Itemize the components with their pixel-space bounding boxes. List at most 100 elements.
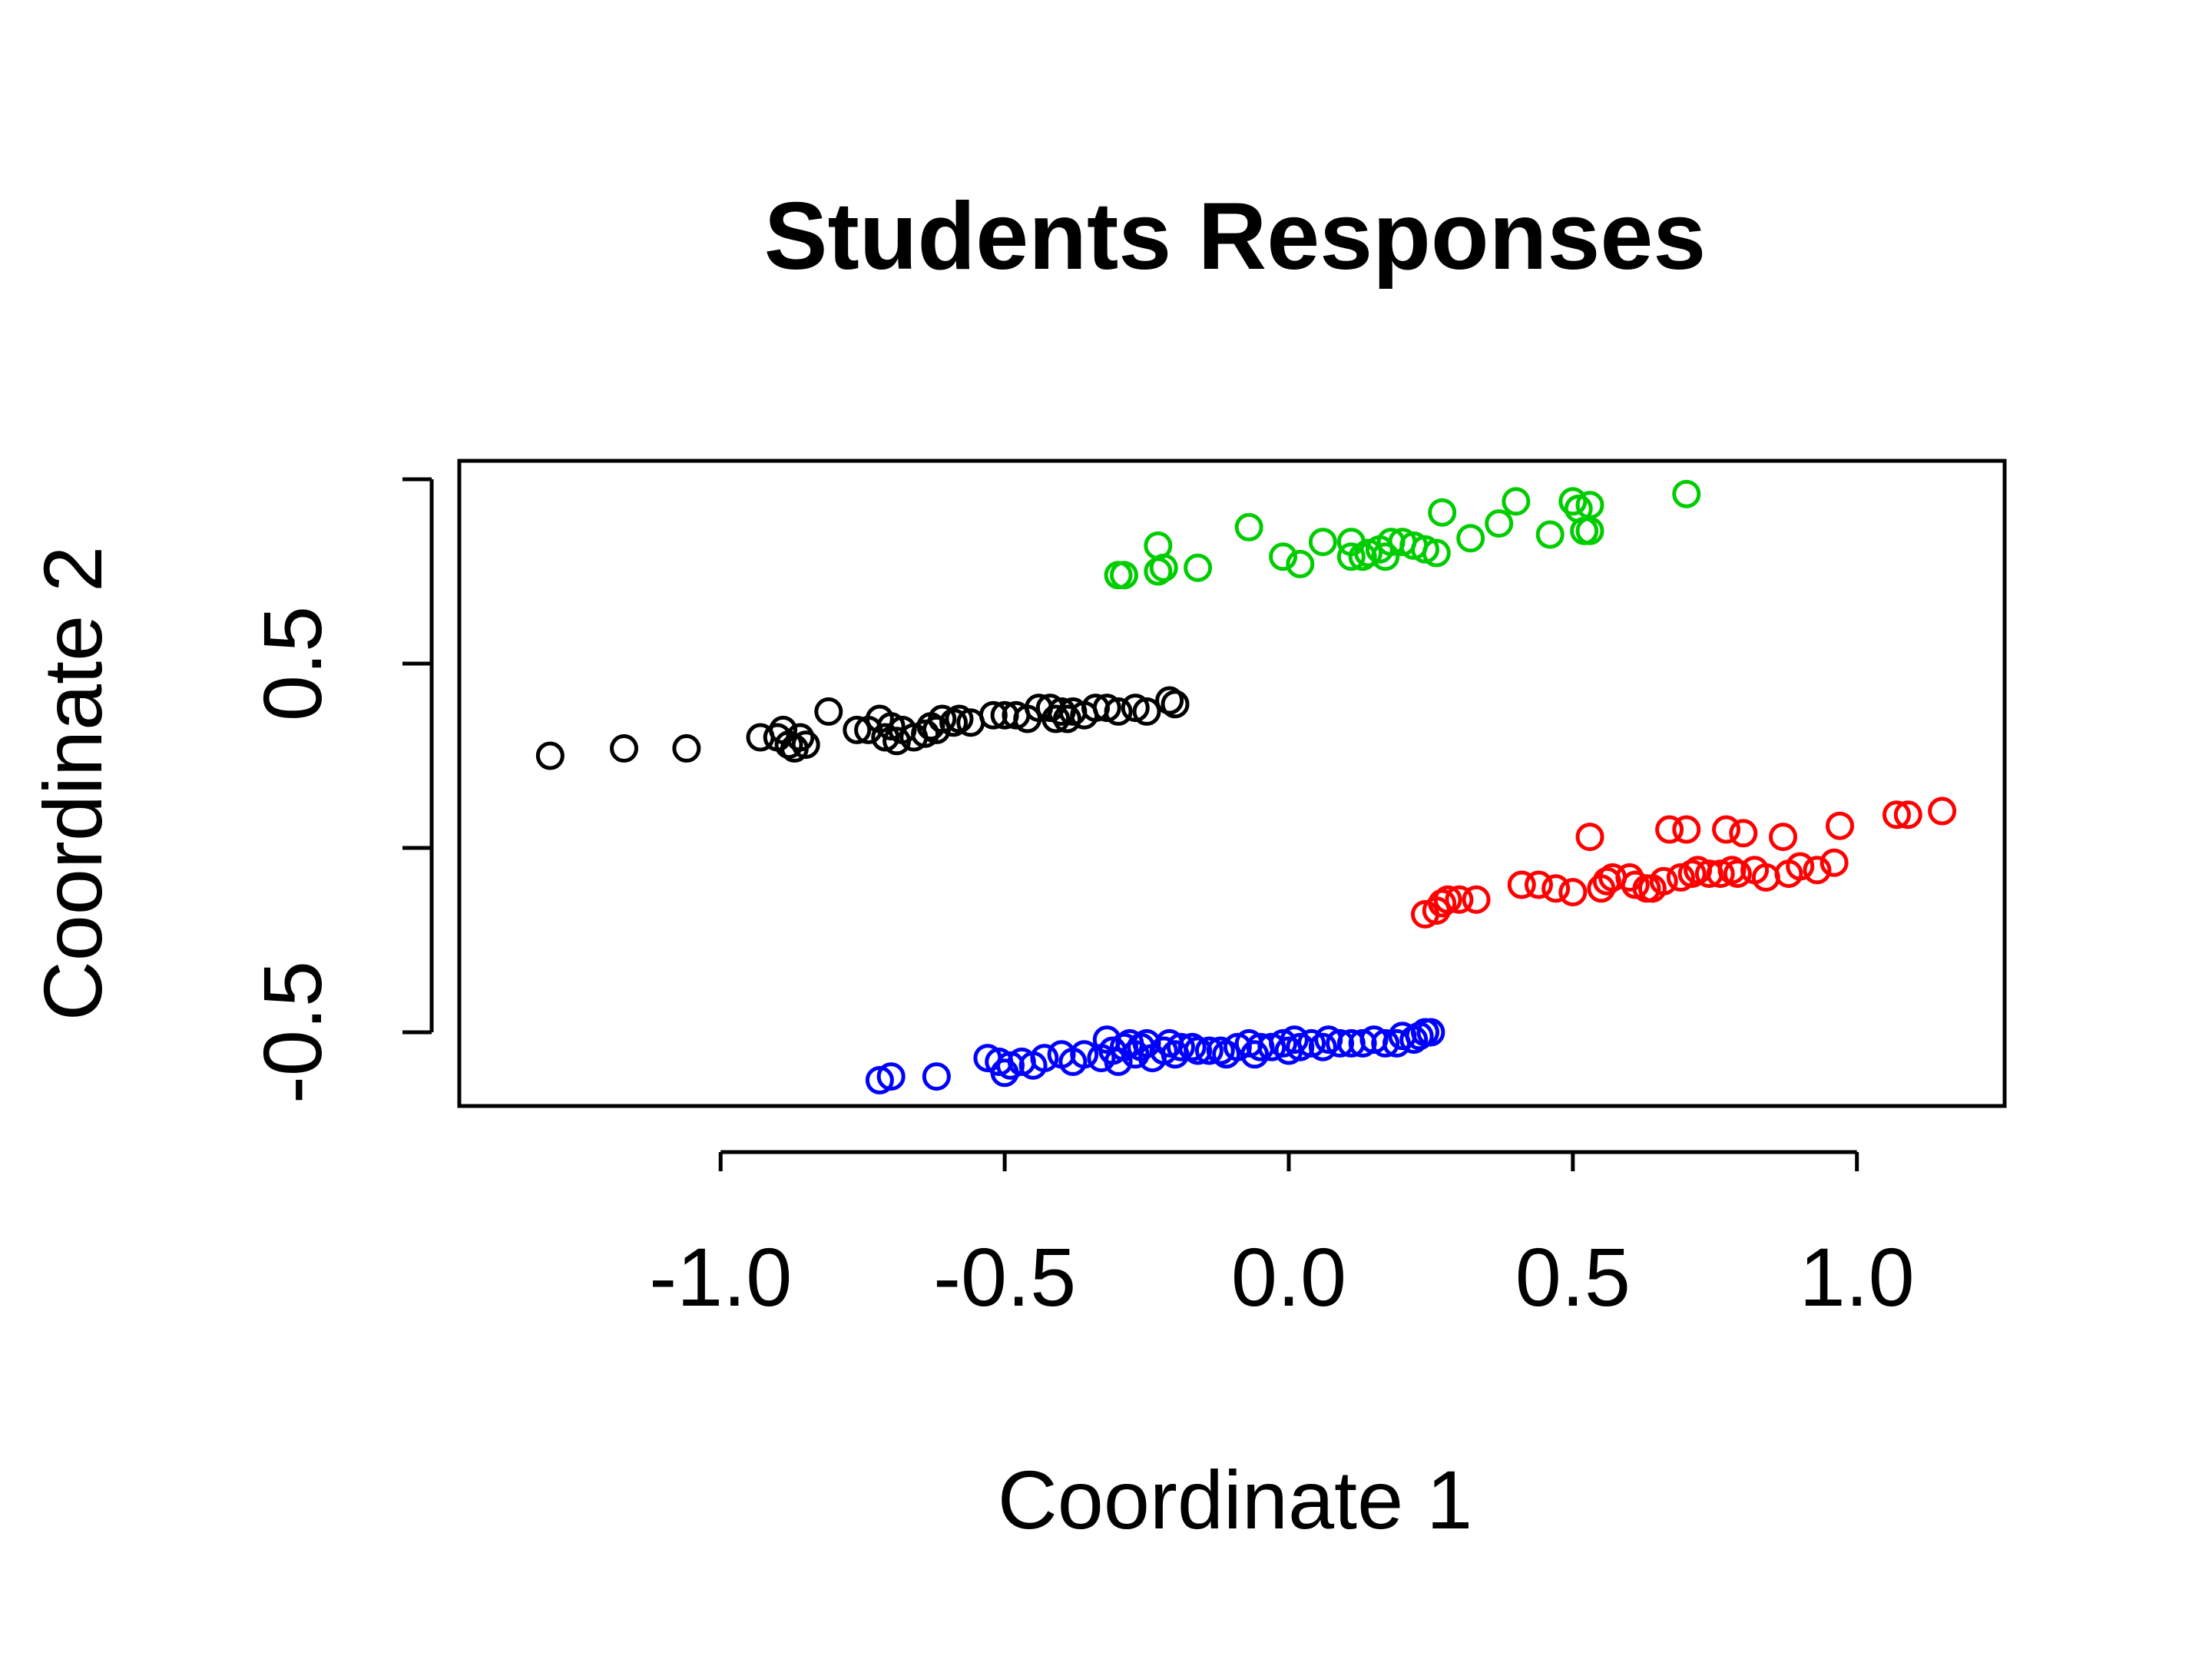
data-point xyxy=(1723,859,1752,889)
data-point xyxy=(1729,819,1758,848)
data-point xyxy=(1769,823,1798,852)
x-tick-label: -0.5 xyxy=(933,1230,1076,1323)
data-point xyxy=(1928,796,1957,826)
data-point xyxy=(1882,800,1911,830)
data-point xyxy=(1092,694,1121,723)
data-point xyxy=(1052,704,1081,733)
data-point xyxy=(1445,885,1474,914)
data-point xyxy=(1280,1025,1309,1055)
data-point xyxy=(1194,1036,1224,1065)
data-point xyxy=(1109,561,1138,590)
data-point xyxy=(1240,1040,1270,1069)
y-axis: -0.5 0.5 xyxy=(246,477,434,1104)
data-point xyxy=(1269,542,1298,571)
data-point xyxy=(1706,859,1735,889)
data-point xyxy=(911,719,940,748)
data-point xyxy=(1558,878,1588,907)
y-axis-label: Coordinate 2 xyxy=(26,546,119,1021)
data-point xyxy=(1149,1036,1178,1065)
y-tick-label: 0.5 xyxy=(246,606,339,721)
data-point xyxy=(1428,498,1457,527)
data-point xyxy=(1371,542,1400,571)
data-point xyxy=(1649,866,1678,896)
data-point xyxy=(1535,520,1565,549)
data-point xyxy=(865,1065,894,1094)
data-point xyxy=(1166,1032,1195,1061)
data-point xyxy=(876,712,906,741)
x-tick-label: 0.5 xyxy=(1515,1230,1631,1323)
data-point xyxy=(1558,487,1588,516)
plot-frame xyxy=(457,459,2007,1108)
data-point xyxy=(1411,535,1439,564)
data-point xyxy=(1155,686,1184,715)
data-point xyxy=(1269,1028,1298,1058)
data-point xyxy=(1041,704,1071,733)
data-point xyxy=(1786,852,1815,881)
data-point xyxy=(1371,1028,1400,1058)
data-point xyxy=(1507,870,1536,899)
data-point xyxy=(1893,800,1922,830)
data-point xyxy=(1462,885,1491,914)
data-point xyxy=(814,697,843,726)
data-point xyxy=(1803,856,1832,885)
data-point xyxy=(672,733,701,763)
data-point xyxy=(1308,528,1337,557)
x-axis-label: Coordinate 1 xyxy=(998,1453,1472,1546)
data-points xyxy=(535,479,1957,1094)
data-point xyxy=(843,715,872,744)
data-point xyxy=(1456,524,1485,553)
data-point xyxy=(1502,487,1531,516)
data-point xyxy=(1121,694,1150,723)
data-point xyxy=(928,704,957,733)
data-point xyxy=(1161,690,1190,719)
data-point xyxy=(1416,1018,1445,1047)
data-point xyxy=(1104,561,1133,590)
data-point xyxy=(1030,1044,1059,1073)
data-point xyxy=(876,1062,906,1091)
data-point xyxy=(1286,549,1315,578)
data-point xyxy=(1621,870,1650,899)
data-point xyxy=(791,730,820,760)
data-point xyxy=(535,741,565,770)
x-tick-label: 0.0 xyxy=(1231,1230,1346,1323)
data-point xyxy=(1428,889,1457,918)
data-point xyxy=(1570,516,1599,545)
data-point xyxy=(1070,1040,1099,1069)
data-point xyxy=(1422,538,1451,568)
data-point xyxy=(1132,697,1161,726)
data-point xyxy=(1184,553,1213,582)
x-axis: -1.0 -0.5 0.0 0.5 1.0 xyxy=(649,1150,1915,1323)
data-point xyxy=(1541,874,1571,903)
x-tick-label: -1.0 xyxy=(649,1230,792,1323)
x-tick-label: 1.0 xyxy=(1800,1230,1915,1323)
data-point xyxy=(1712,815,1741,844)
data-point xyxy=(1177,1032,1207,1061)
data-point xyxy=(1672,815,1701,844)
data-point xyxy=(1234,512,1263,541)
data-point xyxy=(1405,1022,1434,1051)
data-point xyxy=(922,1062,951,1091)
data-point xyxy=(1666,863,1695,892)
data-point xyxy=(1820,848,1849,877)
chart-title: Students Responses xyxy=(764,184,1707,290)
data-point xyxy=(1485,509,1514,538)
data-point xyxy=(1149,553,1178,582)
y-tick-label: -0.5 xyxy=(246,961,339,1104)
data-point xyxy=(786,723,815,752)
data-point xyxy=(1655,815,1684,844)
data-point xyxy=(1575,516,1604,545)
data-point xyxy=(1524,870,1553,899)
data-point xyxy=(1825,811,1854,840)
data-point xyxy=(1672,479,1701,508)
data-point xyxy=(1354,538,1383,568)
data-point xyxy=(1336,542,1366,571)
data-point xyxy=(1206,1036,1235,1065)
data-point xyxy=(1104,697,1133,726)
data-point xyxy=(1575,823,1604,852)
data-point xyxy=(1297,1028,1326,1058)
data-point xyxy=(1308,1032,1337,1061)
data-point xyxy=(1677,859,1707,889)
data-point xyxy=(939,708,969,737)
data-point xyxy=(1144,557,1173,586)
